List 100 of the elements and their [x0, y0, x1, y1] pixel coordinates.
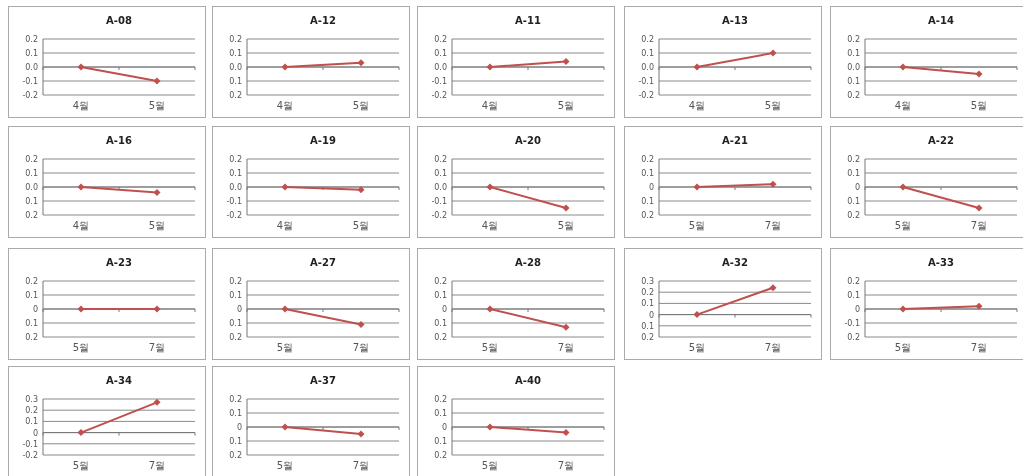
- y-tick-label: 0.1: [847, 197, 860, 206]
- chart-title: A-28: [515, 257, 541, 268]
- y-tick-label: 0.0: [434, 183, 447, 192]
- x-tick-label: 4월: [894, 100, 912, 111]
- y-tick-label: 0: [854, 305, 860, 314]
- y-tick-label: 0.1: [847, 169, 860, 178]
- y-tick-label: 0.2: [847, 155, 860, 164]
- x-tick-label: 4월: [481, 100, 499, 111]
- y-tick-label: 0.1: [847, 291, 860, 300]
- y-tick-label: -0.2: [638, 91, 654, 100]
- y-tick-label: 0.0: [847, 63, 860, 72]
- y-tick-label: 0: [648, 183, 654, 192]
- y-tick-label: 0.1: [847, 49, 860, 58]
- y-tick-label: -0.2: [22, 451, 38, 460]
- y-tick-label: 0.2: [434, 395, 447, 404]
- chart-title: A-12: [310, 15, 336, 26]
- y-tick-label: 0.0: [25, 63, 38, 72]
- x-tick-label: 7월: [352, 342, 370, 353]
- x-tick-label: 7월: [557, 342, 575, 353]
- y-tick-label: 0.1: [641, 197, 654, 206]
- y-tick-label: 0.2: [25, 155, 38, 164]
- y-tick-label: 0.1: [229, 291, 242, 300]
- y-tick-label: 0.1: [229, 409, 242, 418]
- y-tick-label: -0.1: [844, 319, 860, 328]
- x-tick-label: 5월: [688, 342, 706, 353]
- y-tick-label: 0.2: [434, 333, 447, 342]
- y-tick-label: 0.1: [641, 169, 654, 178]
- chart-title: A-21: [722, 135, 748, 146]
- x-tick-label: 7월: [148, 460, 166, 471]
- chart-title: A-11: [515, 15, 541, 26]
- chart-title: A-16: [106, 135, 132, 146]
- chart-title: A-20: [515, 135, 541, 146]
- chart-title: A-22: [928, 135, 954, 146]
- y-tick-label: 0.2: [229, 155, 242, 164]
- chart-title: A-13: [722, 15, 748, 26]
- y-tick-label: 0: [32, 428, 38, 438]
- y-tick-label: 0.1: [641, 321, 654, 331]
- x-tick-label: 5월: [688, 220, 706, 231]
- y-tick-label: 0.1: [229, 49, 242, 58]
- y-tick-label: 0: [441, 423, 447, 432]
- x-tick-label: 7월: [352, 460, 370, 471]
- y-tick-label: 0: [236, 423, 242, 432]
- y-tick-label: 0.0: [641, 63, 654, 72]
- y-tick-label: 0.1: [847, 77, 860, 86]
- y-tick-label: 0.1: [229, 319, 242, 328]
- x-tick-label: 4월: [481, 220, 499, 231]
- y-tick-label: 0.2: [25, 406, 38, 416]
- y-tick-label: 0.1: [25, 319, 38, 328]
- y-tick-label: 0.2: [434, 451, 447, 460]
- y-tick-label: 0.1: [434, 319, 447, 328]
- y-tick-label: -0.1: [431, 77, 447, 86]
- y-tick-label: -0.2: [22, 91, 38, 100]
- y-tick-label: -0.2: [226, 211, 242, 220]
- x-tick-label: 5월: [148, 220, 166, 231]
- y-tick-label: 0.2: [847, 211, 860, 220]
- x-tick-label: 5월: [72, 460, 90, 471]
- y-tick-label: -0.1: [22, 77, 38, 86]
- y-tick-label: -0.1: [638, 77, 654, 86]
- y-tick-label: 0.1: [25, 169, 38, 178]
- y-tick-label: 0: [32, 305, 38, 314]
- y-tick-label: 0.2: [229, 277, 242, 286]
- x-tick-label: 5월: [276, 342, 294, 353]
- y-tick-label: 0.0: [434, 63, 447, 72]
- y-tick-label: 0.0: [25, 183, 38, 192]
- y-tick-label: 0.1: [25, 197, 38, 206]
- x-tick-label: 5월: [72, 342, 90, 353]
- y-tick-label: 0.2: [229, 91, 242, 100]
- chart-title: A-40: [515, 375, 541, 386]
- y-tick-label: 0.1: [434, 409, 447, 418]
- y-tick-label: 0.2: [641, 288, 654, 298]
- y-tick-label: -0.1: [22, 439, 38, 449]
- y-tick-label: 0.2: [641, 211, 654, 220]
- x-tick-label: 4월: [72, 220, 90, 231]
- y-tick-label: 0.2: [25, 333, 38, 342]
- y-tick-label: 0.1: [434, 49, 447, 58]
- chart-title: A-27: [310, 257, 336, 268]
- x-tick-label: 4월: [688, 100, 706, 111]
- x-tick-label: 5월: [557, 100, 575, 111]
- y-tick-label: 0.1: [229, 77, 242, 86]
- y-tick-label: -0.2: [431, 211, 447, 220]
- chart-title: A-34: [106, 375, 132, 386]
- y-tick-label: 0.0: [229, 183, 242, 192]
- y-tick-label: 0: [236, 305, 242, 314]
- y-tick-label: 0.2: [229, 451, 242, 460]
- x-tick-label: 5월: [894, 220, 912, 231]
- x-tick-label: 5월: [352, 220, 370, 231]
- y-tick-label: 0.3: [25, 395, 38, 404]
- x-tick-label: 4월: [72, 100, 90, 111]
- x-tick-label: 7월: [970, 342, 988, 353]
- y-tick-label: -0.1: [431, 197, 447, 206]
- y-tick-label: 0.1: [434, 291, 447, 300]
- y-tick-label: 0.2: [25, 277, 38, 286]
- x-tick-label: 7월: [557, 460, 575, 471]
- y-tick-label: 0.1: [434, 437, 447, 446]
- y-tick-label: 0.2: [847, 91, 860, 100]
- y-tick-label: 0.1: [25, 49, 38, 58]
- x-tick-label: 7월: [970, 220, 988, 231]
- y-tick-label: 0.2: [641, 333, 654, 342]
- y-tick-label: 0.2: [434, 155, 447, 164]
- x-tick-label: 5월: [148, 100, 166, 111]
